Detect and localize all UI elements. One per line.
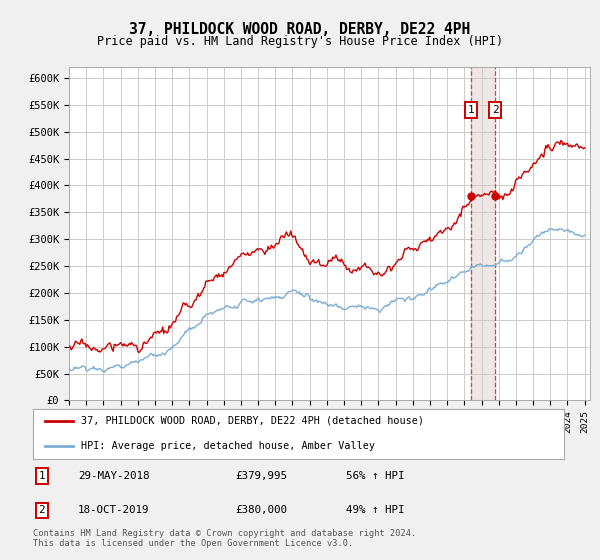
Text: £380,000: £380,000 [235,505,287,515]
Bar [471,67,495,400]
Text: 1: 1 [38,471,45,481]
Point [490,192,500,200]
Text: 1: 1 [467,105,474,115]
Text: 2: 2 [492,105,499,115]
Text: 49% ↑ HPI: 49% ↑ HPI [346,505,405,515]
Text: HPI: Average price, detached house, Amber Valley: HPI: Average price, detached house, Ambe… [81,441,375,451]
Text: 56% ↑ HPI: 56% ↑ HPI [346,471,405,481]
Text: Contains HM Land Registry data © Crown copyright and database right 2024.: Contains HM Land Registry data © Crown c… [33,529,416,538]
Text: 2: 2 [38,505,45,515]
Text: 18-OCT-2019: 18-OCT-2019 [78,505,149,515]
Text: This data is licensed under the Open Government Licence v3.0.: This data is licensed under the Open Gov… [33,539,353,548]
Text: £379,995: £379,995 [235,471,287,481]
Text: 37, PHILDOCK WOOD ROAD, DERBY, DE22 4PH (detached house): 37, PHILDOCK WOOD ROAD, DERBY, DE22 4PH … [81,416,424,426]
Text: 37, PHILDOCK WOOD ROAD, DERBY, DE22 4PH: 37, PHILDOCK WOOD ROAD, DERBY, DE22 4PH [130,22,470,38]
Text: 29-MAY-2018: 29-MAY-2018 [78,471,149,481]
Point [466,192,476,200]
Text: Price paid vs. HM Land Registry's House Price Index (HPI): Price paid vs. HM Land Registry's House … [97,35,503,48]
